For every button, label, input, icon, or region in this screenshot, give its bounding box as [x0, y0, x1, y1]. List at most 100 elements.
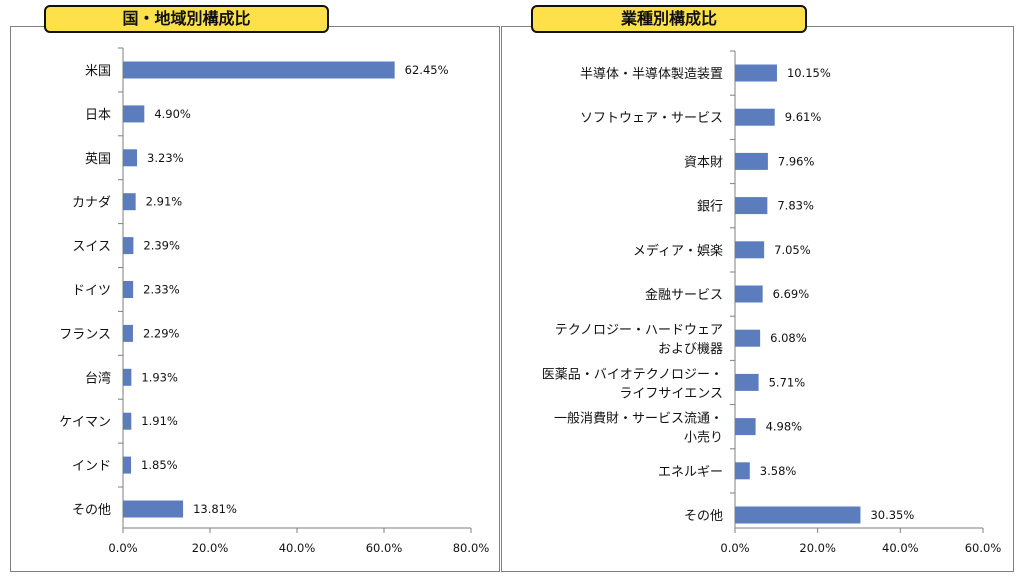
country-x-tick-label: 40.0%: [279, 541, 316, 555]
industry-category-label-line: 医薬品・バイオテクノロジー・: [542, 367, 723, 382]
country-value-label: 2.29%: [143, 326, 180, 340]
country-chart-panel: [10, 26, 500, 572]
industry-category-label-line: 資本財: [684, 155, 723, 170]
country-category-label: ドイツ: [72, 284, 111, 299]
industry-bar: [735, 197, 768, 215]
industry-value-label: 7.05%: [774, 243, 811, 257]
industry-category-label-line: ソフトウェア・サービス: [580, 111, 723, 126]
country-bar: [123, 500, 184, 518]
country-value-label: 1.91%: [141, 414, 178, 428]
industry-x-tick-label: 20.0%: [799, 541, 836, 555]
industry-value-label: 30.35%: [870, 508, 914, 522]
country-category-label-line: ドイツ: [72, 284, 111, 299]
country-value-label: 13.81%: [193, 502, 237, 516]
industry-category-label: ソフトウェア・サービス: [580, 111, 723, 126]
industry-x-tick-label: 60.0%: [965, 541, 1002, 555]
industry-category-label: 金融サービス: [645, 287, 723, 303]
industry-x-tick-label: 0.0%: [720, 541, 749, 555]
industry-value-label: 6.69%: [773, 287, 810, 301]
country-category-label-line: インド: [72, 459, 111, 474]
industry-category-label-line: メディア・娯楽: [633, 243, 723, 259]
industry-value-label: 4.98%: [766, 420, 803, 434]
industry-category-label-line: エネルギー: [658, 465, 723, 480]
country-x-tick-label: 20.0%: [192, 541, 229, 555]
country-category-label: インド: [72, 459, 111, 474]
industry-bar: [735, 418, 756, 436]
industry-value-label: 10.15%: [787, 66, 831, 80]
country-value-label: 2.33%: [143, 283, 180, 297]
industry-bar: [735, 329, 761, 347]
industry-value-label: 6.08%: [770, 331, 807, 345]
industry-bar: [735, 152, 768, 170]
industry-category-label: 銀行: [697, 200, 723, 215]
industry-category-label-line: 半導体・半導体製造装置: [580, 67, 723, 82]
industry-bar: [735, 285, 763, 303]
country-value-label: 4.90%: [154, 107, 191, 121]
country-category-label-line: フランス: [59, 327, 111, 342]
country-x-tick-label: 60.0%: [366, 541, 403, 555]
industry-category-label-line: その他: [684, 509, 723, 524]
industry-bar: [735, 373, 759, 391]
industry-x-tick-label: 40.0%: [882, 541, 919, 555]
country-category-label-line: 英国: [85, 152, 111, 167]
country-value-label: 1.85%: [141, 458, 178, 472]
industry-category-label-line: および機器: [658, 342, 723, 357]
country-value-label: 3.23%: [147, 151, 184, 165]
country-bar: [123, 149, 138, 167]
industry-bar: [735, 64, 777, 82]
country-category-label: カナダ: [72, 196, 111, 211]
country-category-label: 台湾: [85, 370, 111, 386]
industry-bar: [735, 506, 861, 524]
industry-category-label-line: ライフサイエンス: [619, 386, 723, 401]
country-category-label: スイス: [72, 240, 111, 255]
industry-value-label: 5.71%: [769, 375, 806, 389]
industry-bar: [735, 241, 765, 259]
country-chart-title: 国・地域別構成比: [44, 5, 329, 33]
country-x-tick-label: 0.0%: [108, 541, 137, 555]
industry-category-label: その他: [684, 509, 723, 524]
industry-category-label-line: 一般消費財・サービス流通・: [554, 411, 723, 427]
country-category-label-line: その他: [72, 503, 111, 518]
country-bar: [123, 324, 133, 342]
country-category-label-line: スイス: [72, 240, 111, 255]
country-category-label-line: カナダ: [72, 196, 111, 211]
country-bar: [123, 368, 132, 386]
industry-category-label: メディア・娯楽: [633, 243, 723, 259]
country-category-label-line: 日本: [85, 108, 111, 123]
industry-category-label-line: テクノロジー・ハードウェア: [555, 323, 723, 338]
industry-bar: [735, 108, 775, 126]
country-category-label: その他: [72, 503, 111, 518]
industry-chart-title: 業種別構成比: [531, 5, 807, 33]
industry-category-label: 一般消費財・サービス流通・小売り: [554, 411, 723, 446]
industry-value-label: 7.96%: [778, 154, 815, 168]
industry-category-label: 資本財: [684, 155, 723, 170]
country-value-label: 1.93%: [141, 370, 178, 384]
country-value-label: 2.39%: [143, 239, 180, 253]
industry-category-label: テクノロジー・ハードウェアおよび機器: [555, 323, 723, 357]
country-category-label: 米国: [85, 64, 111, 79]
industry-value-label: 3.58%: [760, 464, 797, 478]
country-bar: [123, 281, 134, 298]
industry-bar: [735, 462, 750, 480]
country-category-label-line: 米国: [85, 64, 111, 79]
country-bar: [123, 237, 134, 255]
country-bar: [123, 456, 132, 474]
country-x-tick-label: 80.0%: [453, 541, 490, 555]
country-category-label: ケイマン: [59, 415, 111, 430]
country-category-label: 英国: [85, 152, 111, 167]
country-category-label: フランス: [59, 327, 111, 342]
industry-category-label: 医薬品・バイオテクノロジー・ライフサイエンス: [542, 367, 723, 401]
industry-category-label-line: 金融サービス: [645, 287, 723, 303]
country-value-label: 62.45%: [405, 63, 449, 77]
country-bar: [123, 105, 145, 123]
industry-category-label-line: 銀行: [697, 200, 723, 215]
country-bar: [123, 61, 395, 79]
country-category-label: 日本: [85, 108, 111, 123]
country-category-label-line: 台湾: [85, 370, 111, 386]
industry-category-label-line: 小売り: [684, 430, 723, 446]
country-bar: [123, 193, 136, 211]
industry-category-label: エネルギー: [658, 465, 723, 480]
industry-value-label: 9.61%: [785, 110, 822, 124]
industry-value-label: 7.83%: [777, 199, 814, 213]
